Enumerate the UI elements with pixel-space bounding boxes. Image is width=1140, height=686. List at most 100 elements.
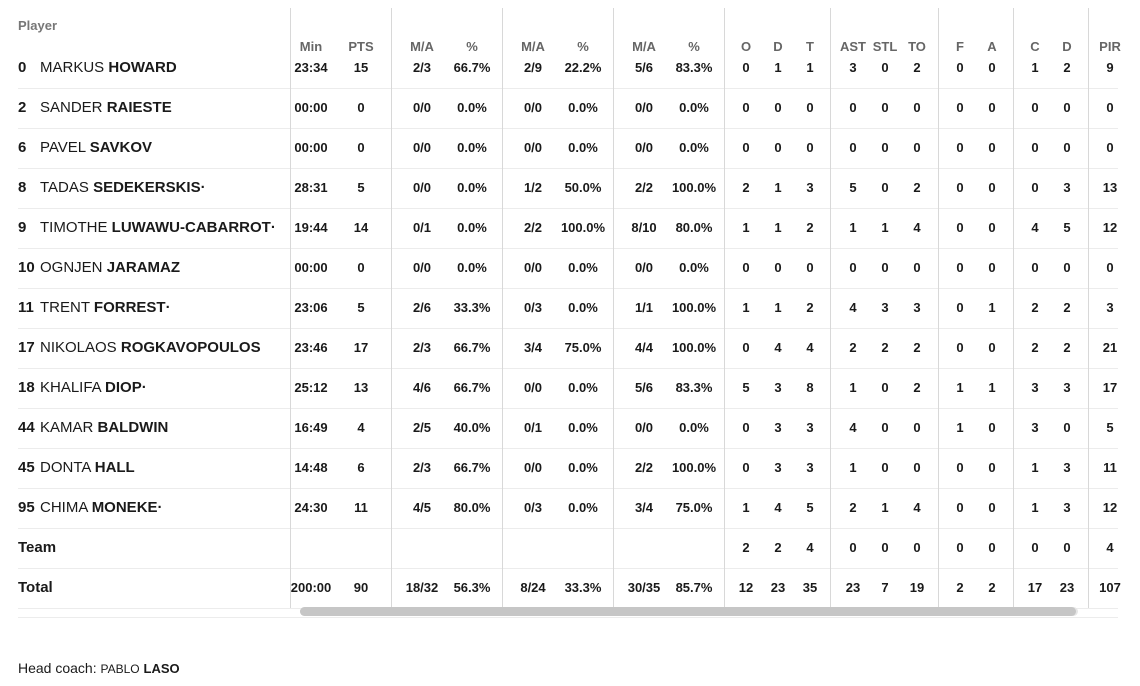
player-column-header: Player: [18, 18, 58, 33]
stat-cell: 5: [849, 180, 857, 195]
stat-cell: 0: [806, 260, 814, 275]
stat-cell: 0: [988, 180, 996, 195]
stat-cell: 0.0%: [568, 140, 598, 155]
stat-cell: 85.7%: [675, 580, 713, 595]
stat-cell: 0: [774, 140, 782, 155]
player-name-cell[interactable]: 6 PAVEL SAVKOV: [18, 128, 152, 168]
column-header: %: [688, 39, 700, 54]
player-name-cell[interactable]: 11 TRENT FORREST·: [18, 288, 171, 328]
stat-cell: 23: [845, 580, 861, 595]
player-number: 11: [18, 299, 34, 316]
stat-cell: 100.0%: [671, 460, 717, 475]
player-name-cell[interactable]: 9 TIMOTHE LUWAWU-CABARROT·: [18, 208, 276, 248]
stat-cell: 0.0%: [457, 220, 487, 235]
stat-cell: 0: [357, 140, 365, 155]
player-row[interactable]: 45 DONTA HALL 14:48 6 2/3 66.7% 0/0 0.0% 2/2 100.…: [18, 448, 1118, 489]
stat-cell: 5: [806, 500, 814, 515]
player-row[interactable]: 95 CHIMA MONEKE· 24:30 11 4/5 80.0% 0/3 0.0% 3/4…: [18, 488, 1118, 529]
column-header: F: [956, 39, 964, 54]
stat-cell: 1: [849, 220, 857, 235]
player-name-cell[interactable]: 17 NIKOLAOS ROGKAVOPOULOS: [18, 328, 261, 368]
player-name-cell[interactable]: 18 KHALIFA DIOP·: [18, 368, 147, 408]
player-row[interactable]: 17 NIKOLAOS ROGKAVOPOULOS 23:46 17 2/3 66.7% 3…: [18, 328, 1118, 369]
stat-cell: 0: [988, 540, 996, 555]
player-name-cell[interactable]: 10 OGNJEN JARAMAZ: [18, 248, 180, 288]
stat-cell: 28:31: [294, 180, 328, 195]
stat-cell: 23:06: [294, 300, 328, 315]
stat-cell: 0/0: [523, 100, 543, 115]
stat-cell: 3/4: [523, 340, 543, 355]
stat-cell: 0: [1063, 420, 1071, 435]
horizontal-scrollbar[interactable]: [300, 607, 1078, 616]
stat-cell: 3: [774, 420, 782, 435]
stat-cell: 3: [806, 180, 814, 195]
player-last-name: ROGKAVOPOULOS: [120, 339, 261, 356]
player-name-cell[interactable]: 0 MARKUS HOWARD: [18, 48, 177, 88]
stat-cell: 0.0%: [568, 300, 598, 315]
stat-cell: 0: [1063, 260, 1071, 275]
stat-cell: 40.0%: [453, 420, 491, 435]
stat-cell: 0.0%: [457, 140, 487, 155]
stat-cell: 1: [956, 380, 964, 395]
player-row[interactable]: 0 MARKUS HOWARD 23:34 15 2/3 66.7% 2/9 22.2% 5/6…: [18, 48, 1118, 89]
stat-cell: 14:48: [294, 460, 328, 475]
stat-cell: 2/2: [523, 220, 543, 235]
stat-cell: 00:00: [294, 140, 328, 155]
player-row[interactable]: 10 OGNJEN JARAMAZ 00:00 0 0/0 0.0% 0/0 0.0% 0/0 0…: [18, 248, 1118, 289]
total-row: Total 200:00 90 18/32 56.3% 8/24 33.3% 30/35 85.…: [18, 568, 1121, 609]
stat-cell: 0: [956, 100, 964, 115]
stat-cell: 0: [956, 140, 964, 155]
player-name-cell[interactable]: 8 TADAS SEDEKERSKIS·: [18, 168, 206, 208]
stat-cell: 4: [806, 340, 814, 355]
player-number: 9: [18, 219, 27, 236]
stat-cell: 100.0%: [671, 300, 717, 315]
player-row[interactable]: 11 TRENT FORREST· 23:06 5 2/6 33.3% 0/3 0.0% 1/1…: [18, 288, 1118, 329]
team-label: Team: [18, 539, 57, 556]
player-name-cell[interactable]: 45 DONTA HALL: [18, 448, 135, 488]
stat-cell: 0: [849, 140, 857, 155]
stat-cell: 0: [742, 260, 750, 275]
player-last-name: RAIESTE: [106, 99, 172, 116]
column-header: TO: [908, 39, 926, 54]
stat-cell: 33.3%: [564, 580, 602, 595]
player-name-cell[interactable]: 44 KAMAR BALDWIN: [18, 408, 168, 448]
stat-cell: 4/4: [634, 340, 654, 355]
player-row[interactable]: 6 PAVEL SAVKOV 00:00 0 0/0 0.0% 0/0 0.0% 0/0 0.0%…: [18, 128, 1118, 169]
player-row[interactable]: 18 KHALIFA DIOP· 25:12 13 4/6 66.7% 0/0 0.0% 5/6…: [18, 368, 1118, 409]
stat-cell: 1: [881, 220, 889, 235]
stat-cell: 0: [881, 180, 889, 195]
stat-cell: 66.7%: [453, 340, 491, 355]
stat-cell: 0: [774, 260, 782, 275]
stat-cell: 0: [956, 180, 964, 195]
stat-cell: 23: [1059, 580, 1075, 595]
stat-cell: 2: [849, 340, 857, 355]
player-row[interactable]: 2 SANDER RAIESTE 00:00 0 0/0 0.0% 0/0 0.0% 0/0 0.…: [18, 88, 1118, 129]
player-name-cell[interactable]: 95 CHIMA MONEKE·: [18, 488, 163, 528]
player-name-cell[interactable]: 2 SANDER RAIESTE: [18, 88, 172, 128]
stat-cell: 12: [1102, 500, 1118, 515]
head-coach-last-name: LASO: [143, 661, 180, 676]
player-last-name: HOWARD: [108, 59, 177, 76]
player-row[interactable]: 44 KAMAR BALDWIN 16:49 4 2/5 40.0% 0/1 0.0% 0/0 0…: [18, 408, 1118, 449]
stat-cell: 2/3: [412, 340, 432, 355]
stat-cell: 1: [806, 60, 814, 75]
player-last-name: LUWAWU-CABARROT: [111, 219, 271, 236]
stat-cell: 15: [353, 60, 369, 75]
stat-cell: 0.0%: [568, 380, 598, 395]
player-row[interactable]: 9 TIMOTHE LUWAWU-CABARROT· 19:44 14 0/1 0.0% 2…: [18, 208, 1118, 249]
stat-cell: 7: [881, 580, 889, 595]
stat-cell: 0: [881, 140, 889, 155]
column-header: D: [773, 39, 783, 54]
stat-cell: 3: [881, 300, 889, 315]
scrollbar-thumb[interactable]: [300, 607, 1076, 616]
stat-cell: 1: [1031, 500, 1039, 515]
stat-cell: 0.0%: [568, 500, 598, 515]
stat-cell: 100.0%: [671, 340, 717, 355]
stat-cell: 2: [806, 300, 814, 315]
stat-cell: 0.0%: [679, 100, 709, 115]
player-number: 45: [18, 459, 35, 476]
stat-cell: 107: [1099, 580, 1121, 595]
player-row[interactable]: 8 TADAS SEDEKERSKIS· 28:31 5 0/0 0.0% 1/2 50.0%…: [18, 168, 1118, 209]
stat-cell: 0: [1063, 100, 1071, 115]
stat-cell: 2: [1063, 300, 1071, 315]
